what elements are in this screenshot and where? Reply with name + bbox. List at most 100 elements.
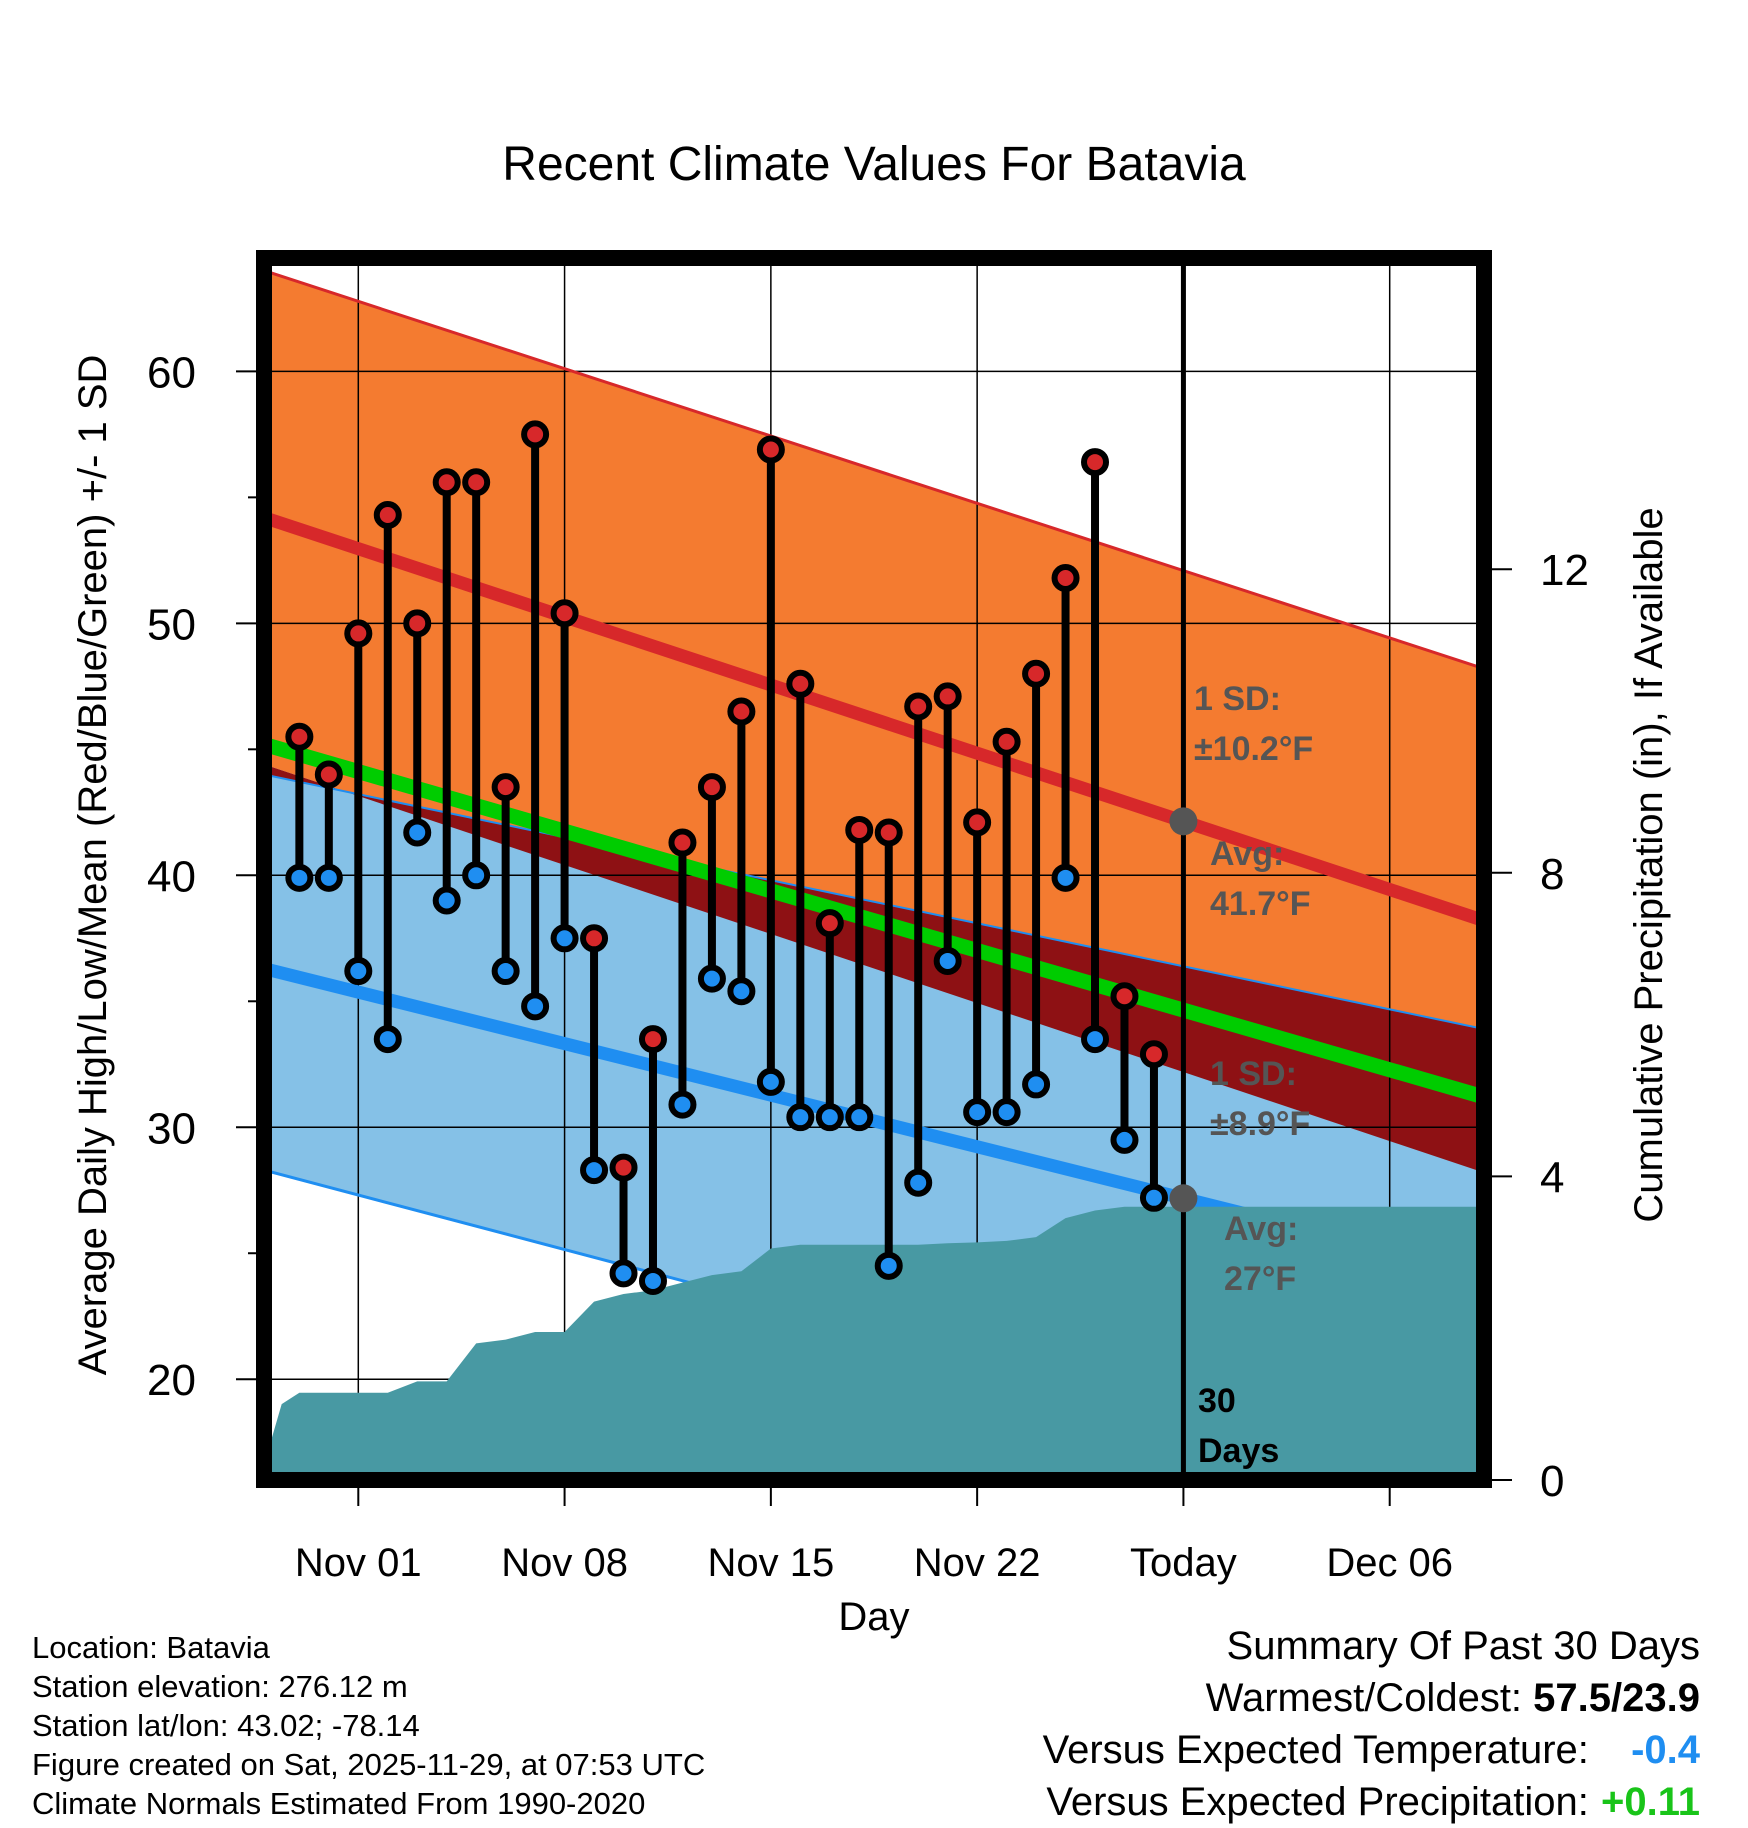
low-avg-today-marker — [1169, 1184, 1198, 1213]
y-tick-label: 20 — [147, 1356, 196, 1405]
precip-area — [264, 1206, 1484, 1480]
low-marker — [373, 1025, 402, 1054]
high-marker — [550, 599, 579, 628]
low-marker — [756, 1067, 785, 1096]
low-marker — [904, 1168, 933, 1197]
temp-label: Versus Expected Temperature: — [1042, 1728, 1589, 1772]
x-tick-label: Nov 08 — [501, 1541, 628, 1585]
high-marker — [1051, 563, 1080, 592]
y2-axis-label: Cumulative Precipitation (in), If Availa… — [1627, 507, 1671, 1222]
low-marker — [432, 886, 461, 915]
annotation-label: 30 — [1198, 1382, 1236, 1420]
annotation-label: Avg: — [1224, 1210, 1298, 1248]
summary-title: Summary Of Past 30 Days — [1226, 1624, 1700, 1668]
high-marker — [491, 773, 520, 802]
y2-tick-label: 0 — [1540, 1457, 1564, 1506]
high-marker — [521, 420, 550, 449]
annotation-value: ±8.9°F — [1210, 1105, 1310, 1143]
y-tick-label: 40 — [147, 852, 196, 901]
low-marker — [521, 992, 550, 1021]
low-marker — [550, 924, 579, 953]
elevation-text: Station elevation: 276.12 m — [32, 1669, 408, 1704]
high-marker — [432, 468, 461, 497]
precip-value: +0.11 — [1600, 1780, 1700, 1824]
y2-tick-label: 12 — [1540, 546, 1589, 595]
high-normal-line — [264, 511, 1484, 927]
high-marker — [1110, 982, 1139, 1011]
x-tick-label: Today — [1130, 1541, 1237, 1585]
x-tick-label: Nov 22 — [914, 1541, 1041, 1585]
low-marker — [344, 957, 373, 986]
low-marker — [285, 863, 314, 892]
high-marker — [609, 1153, 638, 1182]
chart-title: Recent Climate Values For Batavia — [502, 138, 1246, 191]
low-marker — [1139, 1183, 1168, 1212]
high-marker — [904, 692, 933, 721]
low-marker — [933, 946, 962, 975]
high-avg-today-marker — [1169, 807, 1198, 836]
high-marker — [697, 773, 726, 802]
latlon-text: Station lat/lon: 43.02; -78.14 — [32, 1708, 420, 1743]
sd-overlap-band — [264, 764, 1484, 1173]
low-marker — [727, 977, 756, 1006]
high-marker — [462, 468, 491, 497]
low-marker — [314, 863, 343, 892]
high-marker — [1139, 1040, 1168, 1069]
summary-precip: Versus Expected Precipitation: +0.11 — [1043, 1776, 1700, 1828]
high-marker — [403, 609, 432, 638]
plot-frame — [256, 250, 1492, 1488]
high-marker — [314, 760, 343, 789]
low-marker — [1051, 863, 1080, 892]
annotation-label: 1 SD: — [1210, 1055, 1297, 1093]
warm-cold-value: 57.5/23.9 — [1533, 1676, 1700, 1720]
low-marker — [638, 1266, 667, 1295]
annotation-label: 1 SD: — [1194, 680, 1281, 718]
high-marker — [874, 818, 903, 847]
x-tick-label: Nov 01 — [295, 1541, 422, 1585]
high-marker — [845, 815, 874, 844]
high-marker — [727, 697, 756, 726]
y-axis-label: Average Daily High/Low/Mean (Red/Blue/Gr… — [71, 355, 115, 1376]
low-marker — [1110, 1125, 1139, 1154]
y2-tick-label: 4 — [1540, 1153, 1564, 1202]
plot-area: 1 SD: ±10.2°F Avg: 41.7°F 1 SD: ±8.9°F Avg: 27°… — [147, 250, 1589, 1585]
normals-text: Climate Normals Estimated From 1990-2020 — [32, 1786, 646, 1821]
low-marker — [1022, 1070, 1051, 1099]
x-tick-label: Nov 15 — [707, 1541, 834, 1585]
high-marker — [344, 619, 373, 648]
annotation-label: Avg: — [1210, 835, 1284, 873]
low-marker — [1081, 1025, 1110, 1054]
low-marker — [786, 1103, 815, 1132]
low-marker — [668, 1090, 697, 1119]
high-marker — [933, 682, 962, 711]
summary-panel: Summary Of Past 30 Days Warmest/Coldest:… — [1043, 1620, 1700, 1828]
low-marker — [580, 1156, 609, 1185]
high-sd-upper-line — [264, 269, 1484, 671]
high-marker — [815, 909, 844, 938]
annotation-value: ±10.2°F — [1194, 730, 1313, 768]
low-marker — [845, 1103, 874, 1132]
high-marker — [285, 722, 314, 751]
plot-content: 1 SD: ±10.2°F Avg: 41.7°F 1 SD: ±8.9°F Avg: 27°… — [264, 258, 1484, 1480]
annotation-value: 41.7°F — [1210, 885, 1311, 923]
low-marker — [462, 861, 491, 890]
low-marker — [992, 1098, 1021, 1127]
y-tick-label: 30 — [147, 1104, 196, 1153]
low-marker — [609, 1259, 638, 1288]
warm-cold-label: Warmest/Coldest: — [1205, 1676, 1523, 1720]
mean-normal-line — [264, 737, 1484, 1105]
y2-tick-label: 8 — [1540, 850, 1564, 899]
high-marker — [1081, 448, 1110, 477]
low-marker — [697, 964, 726, 993]
low-marker — [963, 1098, 992, 1127]
y-tick-label: 60 — [147, 348, 196, 397]
summary-temp: Versus Expected Temperature: -0.4 — [1043, 1724, 1700, 1776]
high-marker — [1022, 659, 1051, 688]
temp-value: -0.4 — [1631, 1728, 1700, 1772]
summary-warm-cold: Warmest/Coldest: 57.5/23.9 — [1043, 1672, 1700, 1724]
x-tick-label: Dec 06 — [1326, 1541, 1453, 1585]
precip-label: Versus Expected Precipitation: — [1046, 1780, 1589, 1824]
high-marker — [756, 435, 785, 464]
high-marker — [668, 828, 697, 857]
